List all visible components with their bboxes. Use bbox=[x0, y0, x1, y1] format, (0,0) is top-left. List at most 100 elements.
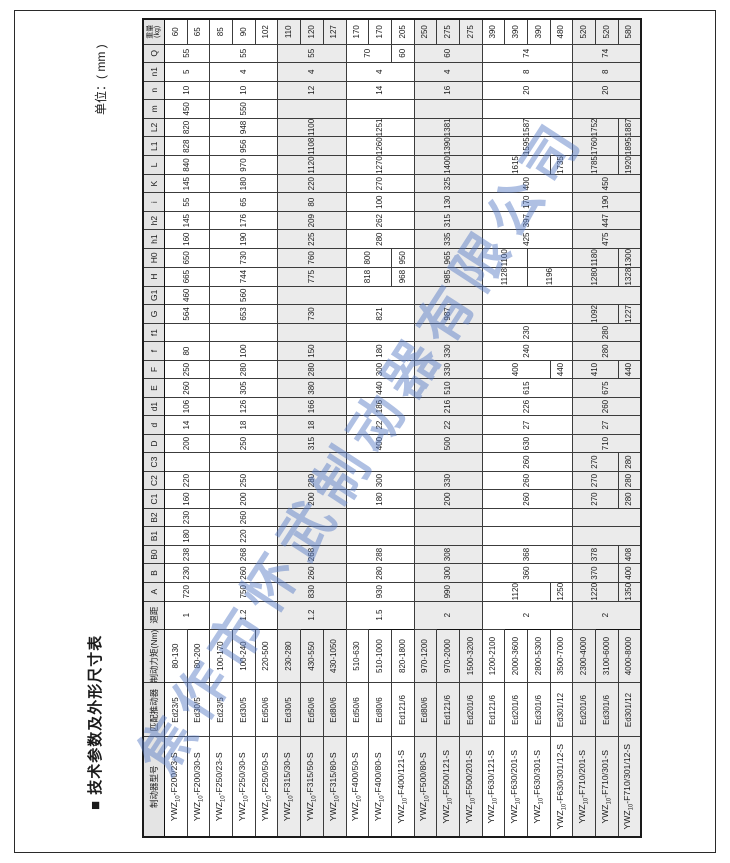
column-header: B1 bbox=[143, 526, 165, 546]
dim-cell-L2: 1100 bbox=[277, 118, 346, 137]
column-header: K bbox=[143, 174, 165, 193]
dim-cell-h1: 475 bbox=[572, 229, 641, 249]
weight-cell: 170 bbox=[346, 19, 369, 45]
dim-cell-退距: 2 bbox=[482, 601, 573, 630]
dim-cell-h2: 176 bbox=[209, 211, 278, 230]
dim-cell-C2: 280 bbox=[618, 471, 641, 490]
dim-cell-L2: 1587 bbox=[482, 118, 573, 137]
dim-cell-B0: 408 bbox=[618, 545, 641, 564]
model-name-cell: YWZ10-F315/50-S bbox=[300, 737, 324, 837]
dim-cell-C1: 270 bbox=[572, 489, 619, 509]
column-header: B2 bbox=[143, 508, 165, 527]
weight-cell: 275 bbox=[436, 19, 460, 45]
pusher-cell: Ed80/6 bbox=[414, 683, 437, 737]
dim-cell-B0: 288 bbox=[346, 545, 415, 564]
dim-cell-E: 440 bbox=[346, 378, 415, 398]
pusher-cell: Ed121/6 bbox=[436, 683, 460, 737]
weight-cell: 60 bbox=[164, 19, 188, 45]
dim-cell-F: 250 bbox=[164, 360, 210, 379]
dim-cell-h1: 425 bbox=[482, 229, 573, 249]
dim-cell-f: 150 bbox=[277, 341, 346, 361]
dim-cell-h2: 447 bbox=[572, 211, 641, 230]
pusher-cell: Ed50/6 bbox=[255, 683, 278, 737]
dim-cell-G: 1227 bbox=[618, 304, 641, 324]
dim-cell-C3 bbox=[209, 452, 278, 472]
dim-cell-L: 1785 bbox=[572, 155, 619, 175]
weight-cell: 205 bbox=[391, 19, 415, 45]
dim-cell-G1 bbox=[572, 286, 641, 305]
pusher-cell: Ed301/6 bbox=[527, 683, 551, 737]
dim-cell-L: 1400 bbox=[414, 155, 483, 175]
model-name-cell: YWZ10-F315/30-S bbox=[277, 737, 301, 837]
dim-cell-G1 bbox=[277, 286, 346, 305]
dim-cell-Q: 55 bbox=[277, 44, 346, 63]
pusher-cell: Ed23/5 bbox=[209, 683, 233, 737]
dim-cell-C2: 260 bbox=[482, 471, 573, 490]
dim-cell-h2: 397 bbox=[482, 211, 573, 230]
dim-cell-m bbox=[277, 99, 346, 119]
torque-cell: 100-240 bbox=[232, 629, 256, 683]
dim-cell-Q: 55 bbox=[209, 44, 278, 63]
dim-cell-H: 775 bbox=[277, 267, 346, 287]
column-header: B0 bbox=[143, 545, 165, 564]
column-header: h2 bbox=[143, 211, 165, 230]
model-name-cell: YWZ10-F630/121-S bbox=[482, 737, 505, 837]
dim-cell-L: 1920 bbox=[618, 155, 641, 175]
model-name-cell: YWZ10-F400/50-S bbox=[346, 737, 369, 837]
model-row: YWZ10-F630/121-S Ed121/6 1200-2100 2 1120 360… bbox=[482, 19, 573, 837]
column-header: C3 bbox=[143, 452, 165, 472]
weight-cell: 390 bbox=[482, 19, 505, 45]
dim-cell-G: 987 bbox=[414, 304, 483, 324]
dim-cell-D: 250 bbox=[209, 434, 278, 453]
model-name-cell: YWZ10-F250/50-S bbox=[255, 737, 278, 837]
dim-cell-h1: 225 bbox=[277, 229, 346, 249]
dim-cell-G: 821 bbox=[346, 304, 415, 324]
pusher-cell: Ed301/12 bbox=[618, 683, 641, 737]
model-name-cell: YWZ10-F315/80-S bbox=[323, 737, 346, 837]
dim-cell-H: 1128 bbox=[482, 267, 528, 287]
pusher-cell: Ed50/6 bbox=[300, 683, 324, 737]
dim-cell-d1: 216 bbox=[414, 397, 483, 416]
dim-cell-C1: 180 bbox=[346, 489, 415, 509]
model-name-cell: YWZ10-F710/201-S bbox=[572, 737, 596, 837]
torque-cell: 2300-4000 bbox=[572, 629, 596, 683]
dim-cell-B2: 260 bbox=[209, 508, 278, 527]
column-header: L2 bbox=[143, 118, 165, 137]
dim-cell-A: 830 bbox=[277, 582, 346, 602]
weight-cell: 102 bbox=[255, 19, 278, 45]
model-row: YWZ10-F200/23-S Ed23/5 80-130 1 720 230 238 180… bbox=[164, 19, 210, 837]
dim-cell-h2: 145 bbox=[164, 211, 210, 230]
dim-cell-L1: 1895 bbox=[618, 136, 641, 156]
dim-cell-E: 305 bbox=[209, 378, 278, 398]
dim-cell-H0: 1180 bbox=[572, 248, 619, 268]
dim-cell-d: 22 bbox=[346, 415, 415, 435]
dim-cell-d: 14 bbox=[164, 415, 210, 435]
dim-cell-A: 930 bbox=[346, 582, 415, 602]
page-border-frame bbox=[14, 10, 716, 853]
pusher-cell: Ed201/6 bbox=[572, 683, 596, 737]
torque-cell: 80-130 bbox=[164, 629, 188, 683]
dim-cell-d1: 186 bbox=[346, 397, 415, 416]
weight-cell: 110 bbox=[277, 19, 301, 45]
dim-cell-B0: 268 bbox=[277, 545, 346, 564]
dim-cell-L: 1270 bbox=[346, 155, 415, 175]
torque-cell: 1500-3200 bbox=[459, 629, 483, 683]
dim-cell-m bbox=[572, 99, 641, 119]
dim-cell-f: 80 bbox=[164, 341, 210, 361]
torque-cell: 510-1000 bbox=[368, 629, 392, 683]
model-name-cell: YWZ10-F400/80-S bbox=[368, 737, 392, 837]
dim-cell-H: 1196 bbox=[527, 267, 573, 287]
dim-cell-退距: 2 bbox=[414, 601, 483, 630]
dim-cell-f: 240 bbox=[482, 341, 573, 361]
pusher-cell: Ed201/6 bbox=[459, 683, 483, 737]
dim-cell-d: 18 bbox=[277, 415, 346, 435]
dim-cell-A: 1120 bbox=[482, 582, 551, 602]
column-header: C2 bbox=[143, 471, 165, 490]
column-header: 退距 bbox=[143, 601, 165, 630]
model-name-cell: YWZ10-F200/23-S bbox=[164, 737, 188, 837]
dim-cell-L: 1615 bbox=[482, 155, 551, 175]
column-header: d bbox=[143, 415, 165, 435]
